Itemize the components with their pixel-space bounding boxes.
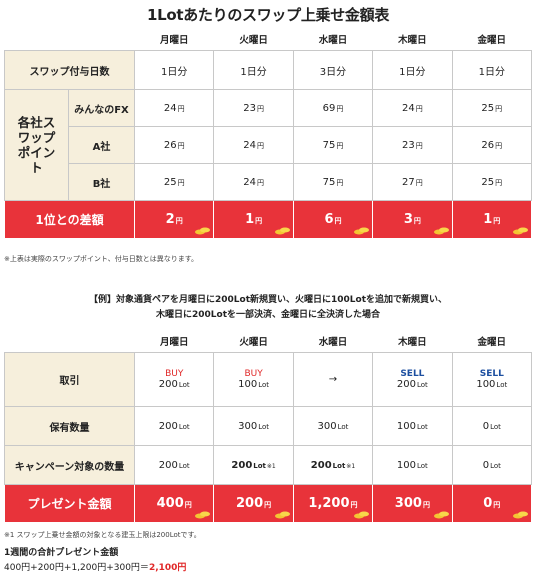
coin-icon <box>513 511 528 519</box>
trade-cell: SELL 200Lot <box>372 352 453 407</box>
example-line-2: 木曜日に200Lotを一部決済、金曜日に全決済した場合 <box>155 310 380 320</box>
day-header: 月曜日 <box>134 28 214 51</box>
day-header: 金曜日 <box>452 28 532 51</box>
present-cell: 200円 <box>213 484 294 523</box>
day-header: 水曜日 <box>293 28 373 51</box>
campaign-cell: 200Lot <box>133 445 215 485</box>
day-header: 木曜日 <box>372 28 453 51</box>
day-header: 火曜日 <box>213 330 294 353</box>
swap-cell: 24円 <box>133 89 215 127</box>
swap-cell: 26円 <box>133 126 215 164</box>
coin-icon <box>274 511 290 519</box>
diff-cell: 3円 <box>372 200 453 239</box>
present-cell: 1,200円 <box>292 484 374 523</box>
holding-cell: 200Lot <box>133 406 215 446</box>
swap-days-cell: 1日分 <box>213 50 294 90</box>
swap-cell: 27円 <box>372 163 453 201</box>
example-table: 月曜日 火曜日 水曜日 木曜日 金曜日 取引 BUY 200Lot BUY 100L… <box>4 330 533 523</box>
swap-cell: 25円 <box>451 89 533 127</box>
swap-cell: 26円 <box>451 126 533 164</box>
present-cell: 400円 <box>133 484 215 523</box>
total-line: 400円+200円+1,200円+300円＝2,100円 <box>4 560 186 573</box>
swap-days-cell: 1日分 <box>133 50 215 90</box>
broker-label: B社 <box>68 163 135 201</box>
coin-icon <box>195 511 211 519</box>
day-header: 木曜日 <box>372 330 453 353</box>
day-header: 火曜日 <box>213 28 294 51</box>
group-label-text: 各社スワップポイント <box>17 115 56 175</box>
day-header: 金曜日 <box>452 330 532 353</box>
diff-cell: 1円 <box>451 200 533 239</box>
broker-label: A社 <box>68 126 135 164</box>
swap-days-cell: 3日分 <box>292 50 374 90</box>
trade-label: 取引 <box>4 352 135 407</box>
swap-cell: 23円 <box>213 89 294 127</box>
present-cell: 300円 <box>372 484 453 523</box>
broker-label: みんなのFX <box>68 89 135 127</box>
swap-cell: 75円 <box>292 163 374 201</box>
coin-icon <box>274 227 290 235</box>
holding-cell: 0Lot <box>451 406 533 446</box>
holding-cell: 300Lot <box>213 406 294 446</box>
table1-footnote: ※上表は実際のスワップポイント、付与日数とは異なります。 <box>4 255 199 263</box>
corner-cell <box>4 28 135 51</box>
trade-cell: BUY 100Lot <box>213 352 294 407</box>
campaign-cell: 200Lot※1 <box>292 445 374 485</box>
swap-cell: 75円 <box>292 126 374 164</box>
trade-cell: → <box>292 352 374 407</box>
coin-icon <box>433 227 449 235</box>
day-header: 月曜日 <box>134 330 214 353</box>
swap-cell: 69円 <box>292 89 374 127</box>
campaign-cell: 0Lot <box>451 445 533 485</box>
coin-icon <box>513 227 528 235</box>
campaign-cell: 100Lot <box>372 445 453 485</box>
trade-cell: BUY 200Lot <box>133 352 215 407</box>
total-result: 2,100円 <box>148 563 187 573</box>
page-title: 1Lotあたりのスワップ上乗せ金額表 <box>146 6 390 24</box>
coin-icon <box>354 511 370 519</box>
swap-days-cell: 1日分 <box>372 50 453 90</box>
total-formula: 400円+200円+1,200円+300円＝ <box>4 563 149 573</box>
diff-label: 1位との差額 <box>4 200 135 239</box>
holding-label: 保有数量 <box>4 406 135 446</box>
corner-cell <box>4 330 135 353</box>
diff-cell: 2円 <box>133 200 215 239</box>
day-header: 水曜日 <box>293 330 373 353</box>
present-label: プレゼント金額 <box>4 484 135 523</box>
coin-icon <box>433 511 449 519</box>
campaign-label: キャンペーン対象の数量 <box>4 445 135 485</box>
diff-cell: 1円 <box>213 200 294 239</box>
trade-cell: SELL 100Lot <box>451 352 533 407</box>
table2-footnote: ※1 スワップ上乗せ金額の対象となる建玉上限は200Lotです。 <box>4 531 201 539</box>
swap-days-label: スワップ付与日数 <box>4 50 135 90</box>
total-title: 1週間の合計プレゼント金額 <box>4 548 119 558</box>
swap-cell: 23円 <box>372 126 453 164</box>
swap-table: 月曜日 火曜日 水曜日 木曜日 金曜日 スワップ付与日数 1日分 1日分 3日分… <box>4 28 533 239</box>
arrow-icon: → <box>328 374 338 385</box>
swap-cell: 24円 <box>213 126 294 164</box>
swap-cell: 24円 <box>213 163 294 201</box>
swap-group-label: 各社スワップポイント <box>4 89 69 201</box>
swap-days-cell: 1日分 <box>451 50 533 90</box>
holding-cell: 300Lot <box>292 406 374 446</box>
swap-cell: 25円 <box>133 163 215 201</box>
coin-icon <box>195 227 211 235</box>
example-line-1: 【例】対象通貨ペアを月曜日に200Lot新規買い、火曜日に100Lotを追加で新… <box>88 295 447 305</box>
swap-cell: 25円 <box>451 163 533 201</box>
diff-cell: 6円 <box>292 200 374 239</box>
holding-cell: 100Lot <box>372 406 453 446</box>
swap-cell: 24円 <box>372 89 453 127</box>
coin-icon <box>354 227 370 235</box>
present-cell: 0円 <box>451 484 533 523</box>
campaign-cell: 200Lot※1 <box>213 445 294 485</box>
